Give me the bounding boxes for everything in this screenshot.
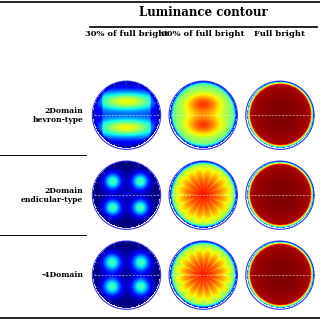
Text: 2Domain
endicular-type: 2Domain endicular-type (21, 187, 83, 204)
Text: -4Domain: -4Domain (41, 271, 83, 279)
Text: Luminance contour: Luminance contour (139, 6, 268, 20)
Text: Full bright: Full bright (254, 30, 305, 38)
Text: 2Domain
hevron-type: 2Domain hevron-type (32, 107, 83, 124)
Text: 30% of full bright: 30% of full bright (85, 30, 168, 38)
Text: 60% of full bright: 60% of full bright (162, 30, 245, 38)
